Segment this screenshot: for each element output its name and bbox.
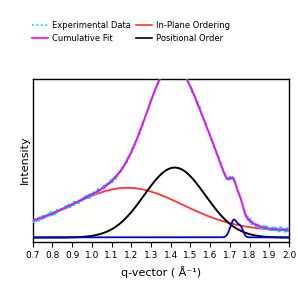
Y-axis label: Intensity: Intensity [20,136,30,185]
Legend: Experimental Data, Cumulative Fit, In-Plane Ordering, Positional Order: Experimental Data, Cumulative Fit, In-Pl… [32,21,230,43]
X-axis label: q-vector ( Å⁻¹): q-vector ( Å⁻¹) [121,266,201,278]
